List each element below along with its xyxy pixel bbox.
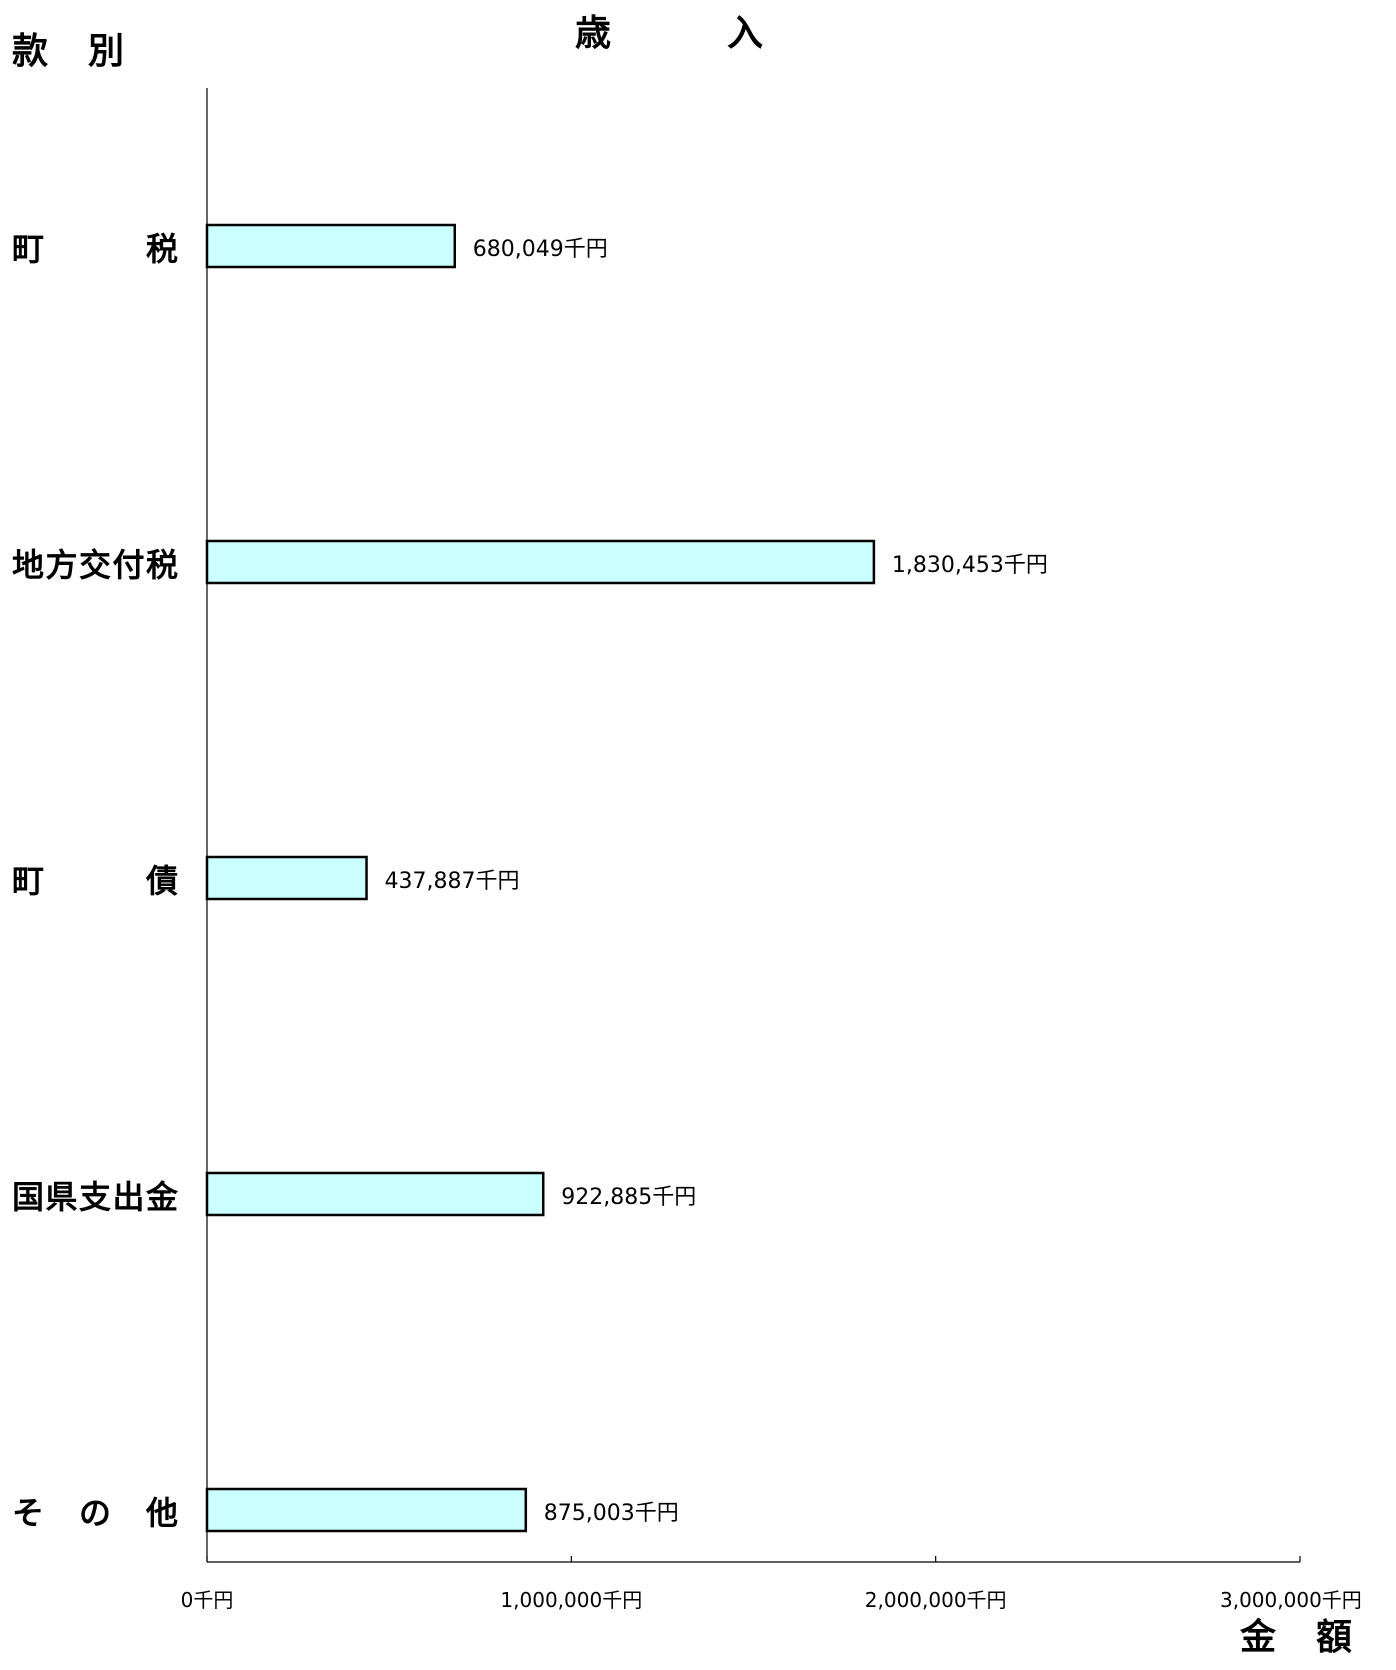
bar [205,1171,545,1217]
bar [205,223,457,269]
x-tick-label: 3,000,000千円 [1220,1588,1362,1612]
x-tick-label: 2,000,000千円 [864,1588,1007,1612]
x-tick-label: 1,000,000千円 [500,1588,643,1612]
category-label: その他 [12,1494,178,1532]
bar [205,539,876,585]
category-label: 町債 [12,862,178,900]
bar [205,1487,528,1533]
x-axis-title: 金 額 [1240,1617,1355,1658]
bar [205,855,368,901]
y-axis-title: 款 別 [12,31,127,72]
data-label: 922,885千円 [561,1185,697,1210]
data-label: 437,887千円 [384,869,520,894]
data-label: 875,003千円 [543,1501,679,1526]
data-label: 1,830,453千円 [891,553,1048,578]
data-label: 680,049千円 [472,237,608,262]
chart-title: 歳 入 [575,13,766,54]
category-label: 町税 [12,230,178,268]
x-tick-label: 0千円 [180,1588,234,1612]
category-label: 国県支出金 [12,1178,178,1216]
category-label: 地方交付税 [12,546,178,584]
